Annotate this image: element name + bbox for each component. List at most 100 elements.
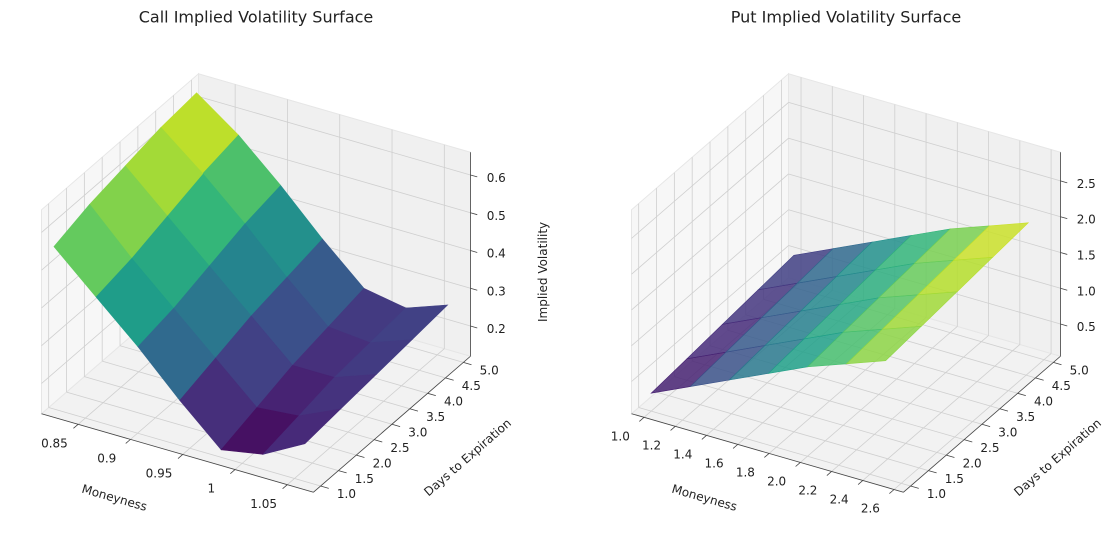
- axis-line: [903, 355, 1061, 493]
- tick-mark: [1053, 362, 1062, 366]
- x-tick-label: 1.6: [705, 456, 724, 470]
- y-tick-label: 2.5: [390, 441, 409, 455]
- grid-line: [631, 173, 789, 311]
- z-tick-label: 1.5: [1077, 249, 1096, 263]
- tick-mark: [1060, 180, 1068, 184]
- tick-mark: [230, 469, 236, 474]
- grid-line: [638, 407, 911, 487]
- tick-mark: [764, 453, 770, 458]
- tick-mark: [964, 439, 973, 443]
- chart-title: Call Implied Volatility Surface: [139, 8, 374, 27]
- z-tick-label: 0.2: [487, 322, 506, 336]
- y-tick-label: 2.0: [963, 456, 982, 470]
- tick-mark: [1060, 252, 1068, 255]
- x-tick-label: 1.4: [673, 447, 692, 461]
- z-tick-label: 0.4: [487, 247, 506, 261]
- tick-mark: [857, 480, 864, 485]
- tick-mark: [999, 408, 1009, 412]
- x-tick-label: 1.05: [250, 497, 277, 511]
- grid-line: [674, 376, 947, 456]
- tick-mark: [470, 250, 478, 253]
- tick-mark: [391, 423, 401, 427]
- tick-mark: [409, 408, 419, 412]
- x-tick-label: 1.2: [642, 438, 661, 452]
- y-tick-label: 1.0: [337, 487, 356, 501]
- tick-mark: [125, 439, 131, 444]
- tick-mark: [282, 484, 288, 490]
- tick-mark: [338, 470, 347, 474]
- tick-mark: [427, 392, 436, 397]
- tick-mark: [981, 423, 991, 427]
- tick-mark: [910, 485, 919, 489]
- tick-mark: [1017, 392, 1026, 397]
- x-tick-label: 1: [208, 482, 216, 496]
- tick-mark: [1060, 323, 1068, 327]
- tick-mark: [1060, 216, 1068, 220]
- surface-cell: [53, 203, 132, 297]
- y-tick-label: 4.5: [462, 379, 481, 393]
- x-tick-label: 0.85: [41, 436, 68, 450]
- tick-mark: [470, 174, 478, 178]
- tick-mark: [889, 489, 895, 494]
- y-tick-label: 4.0: [444, 395, 463, 409]
- tick-mark: [795, 462, 801, 467]
- tick-mark: [73, 423, 79, 429]
- tick-mark: [374, 439, 383, 443]
- z-tick-label: 0.3: [487, 284, 506, 298]
- grid-line: [48, 407, 321, 487]
- y-tick-label: 2.0: [373, 456, 392, 470]
- tick-mark: [356, 454, 365, 458]
- tick-mark: [1035, 377, 1044, 381]
- tick-mark: [463, 362, 472, 366]
- chart-title: Put Implied Volatility Surface: [731, 8, 961, 27]
- grid-line: [656, 391, 929, 471]
- surface-cell: [845, 325, 923, 365]
- tick-mark: [177, 454, 183, 459]
- grid-line: [788, 137, 1061, 218]
- y-tick-label: 3.5: [426, 410, 445, 424]
- tick-mark: [1060, 287, 1068, 291]
- y-tick-label: 5.0: [1070, 364, 1089, 378]
- grid-line: [788, 102, 1061, 182]
- x-axis-label: Moneyness: [670, 482, 739, 514]
- tick-mark: [445, 377, 454, 381]
- x-tick-label: 2.0: [767, 475, 786, 489]
- x-tick-label: 2.2: [798, 484, 817, 498]
- tick-mark: [701, 435, 707, 440]
- grid-line: [66, 391, 339, 471]
- grid-line: [631, 245, 789, 382]
- tick-mark: [470, 287, 478, 291]
- y-tick-label: 2.5: [980, 441, 999, 455]
- tick-mark: [470, 325, 478, 329]
- tick-mark: [826, 471, 832, 476]
- x-tick-label: 1.0: [611, 429, 630, 443]
- z-tick-label: 0.6: [487, 171, 506, 185]
- x-tick-label: 0.95: [146, 467, 173, 481]
- z-axis-label: Implied Volatility: [536, 222, 550, 322]
- x-tick-label: 2.4: [830, 493, 849, 507]
- tick-mark: [946, 454, 955, 458]
- x-tick-label: 1.8: [736, 465, 755, 479]
- axis-line: [631, 413, 904, 493]
- y-tick-label: 1.0: [927, 487, 946, 501]
- tick-mark: [732, 444, 739, 449]
- x-tick-label: 0.9: [97, 451, 116, 465]
- grid-line: [631, 209, 789, 347]
- tick-mark: [928, 470, 937, 474]
- y-tick-label: 3.0: [408, 425, 427, 439]
- y-tick-label: 4.0: [1034, 395, 1053, 409]
- tick-mark: [639, 417, 645, 422]
- tick-mark: [320, 485, 329, 489]
- grid-line: [631, 137, 789, 275]
- tick-mark: [670, 426, 676, 431]
- grid-line: [788, 173, 1061, 253]
- x-tick-label: 2.6: [861, 502, 880, 516]
- y-tick-label: 3.5: [1016, 410, 1035, 424]
- z-tick-label: 2.5: [1077, 177, 1096, 191]
- grid-line: [631, 102, 789, 239]
- z-tick-label: 1.0: [1077, 284, 1096, 298]
- z-tick-label: 0.5: [487, 209, 506, 223]
- z-tick-label: 0.5: [1077, 320, 1096, 334]
- x-axis-label: Moneyness: [80, 482, 149, 514]
